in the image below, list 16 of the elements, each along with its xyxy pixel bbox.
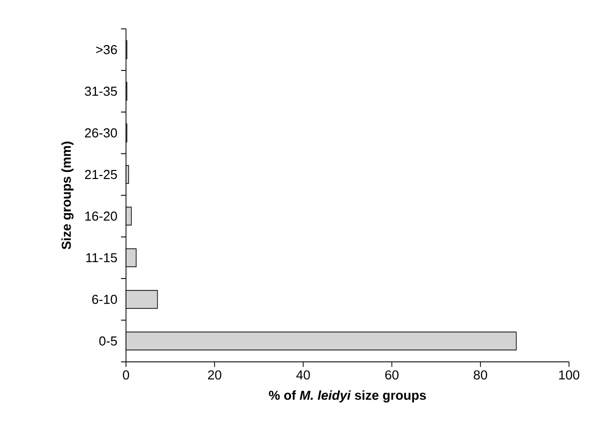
x-tick-label: 20 (208, 370, 222, 380)
y-axis-title: Size groups (mm) (61, 142, 74, 250)
x-tick-label: 80 (474, 370, 488, 380)
x-axis-title: % of M. leidyi size groups (268, 390, 426, 402)
y-tick-label: 16-20 (85, 212, 117, 221)
x-tick-label: 40 (296, 370, 310, 380)
x-tick-label: 60 (385, 370, 399, 380)
y-tick-label: 6-10 (92, 294, 117, 304)
y-tick-label: 31-35 (84, 86, 117, 96)
y-tick-label: 21-25 (85, 170, 117, 180)
x-tick-label: 0 (122, 370, 130, 380)
x-tick-label: 100 (559, 370, 580, 380)
y-tick-label: 26-30 (85, 128, 117, 138)
y-tick-label: 0-5 (99, 336, 117, 346)
y-tick-label: 11-15 (86, 253, 117, 262)
y-tick-label: >36 (96, 45, 117, 54)
